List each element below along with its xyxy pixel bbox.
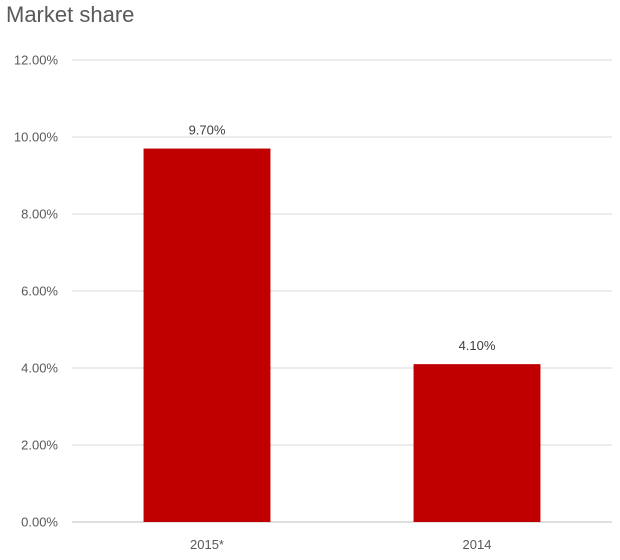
bar bbox=[143, 148, 271, 523]
x-tick-label: 2014 bbox=[463, 537, 492, 552]
chart-title: Market share bbox=[6, 2, 135, 27]
data-label: 4.10% bbox=[459, 338, 496, 353]
y-axis-tick-labels: 0.00% 2.00% 4.00% 6.00% 8.00% 10.00% 12.00% bbox=[14, 53, 59, 530]
bar bbox=[413, 364, 541, 522]
bars bbox=[143, 148, 541, 523]
y-tick-label: 8.00% bbox=[21, 207, 58, 222]
x-tick-label: 2015* bbox=[190, 537, 224, 552]
data-labels: 9.70% 4.10% bbox=[189, 123, 496, 354]
data-label: 9.70% bbox=[189, 123, 226, 138]
y-tick-label: 6.00% bbox=[21, 284, 58, 299]
y-tick-label: 12.00% bbox=[14, 53, 59, 68]
y-tick-label: 0.00% bbox=[21, 515, 58, 530]
y-tick-label: 10.00% bbox=[14, 130, 59, 145]
y-tick-label: 2.00% bbox=[21, 438, 58, 453]
y-tick-label: 4.00% bbox=[21, 361, 58, 376]
x-axis-tick-labels: 2015* 2014 bbox=[190, 537, 491, 552]
